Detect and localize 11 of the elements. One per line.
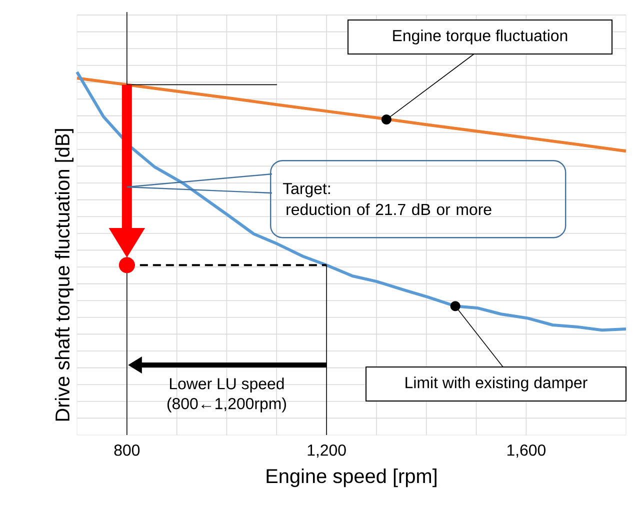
annotation: Target: [282, 183, 330, 198]
text: Engine torque fluctuation [393, 30, 568, 44]
annotation: Lower LU speed [170, 378, 284, 392]
text: Limit with existing damper [406, 376, 588, 392]
y-axis-title: Drive shaft torque fluctuation [dB] [54, 129, 74, 421]
x-axis-title: Engine speed [rpm] [266, 468, 436, 488]
x-tick-label: 800 [114, 444, 140, 456]
annotation: (800←1,200rpm) [167, 398, 286, 412]
annotation: reduction of 21.7 dB or more [286, 203, 492, 216]
x-tick-label: 1,200 [308, 444, 346, 458]
x-tick-label: 1,600 [507, 444, 546, 458]
